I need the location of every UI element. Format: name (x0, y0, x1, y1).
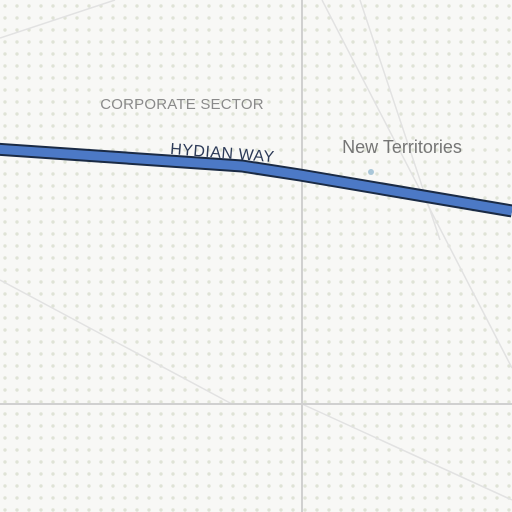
minor-road-4[interactable] (0, 279, 233, 405)
place-dot-icon[interactable] (368, 169, 374, 175)
main-road[interactable] (0, 142, 512, 218)
minor-road-1[interactable] (0, 0, 116, 39)
place-label[interactable]: New Territories (342, 137, 462, 157)
minor-road-5[interactable] (301, 403, 512, 501)
district-label: CORPORATE SECTOR (100, 96, 264, 113)
main-road-fill (0, 144, 512, 216)
minor-road-2[interactable] (321, 0, 512, 369)
